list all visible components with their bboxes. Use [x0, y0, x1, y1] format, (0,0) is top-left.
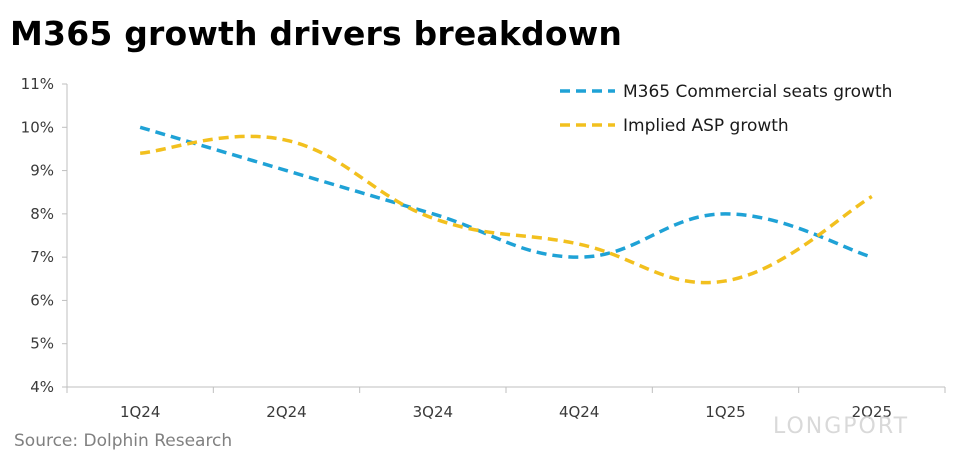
y-tick-label: 11% [21, 75, 54, 93]
series-line-1 [140, 134, 873, 285]
legend: M365 Commercial seats growth Implied ASP … [560, 82, 892, 136]
x-tick-label: 1Q25 [705, 403, 745, 421]
y-tick-label: 8% [30, 205, 54, 223]
chart-title: M365 growth drivers breakdown [10, 14, 623, 53]
legend-label-0: M365 Commercial seats growth [623, 82, 892, 102]
series-lines [139, 125, 873, 285]
y-tick-label: 10% [21, 118, 54, 136]
y-tick-label: 9% [30, 162, 54, 180]
x-tick-label: 1Q24 [120, 403, 160, 421]
y-tick-label: 6% [30, 291, 54, 309]
x-tick-label: 3Q24 [413, 403, 453, 421]
legend-label-1: Implied ASP growth [623, 116, 789, 136]
watermark-logo: LONGPORT [773, 414, 910, 439]
y-tick-label: 7% [30, 248, 54, 266]
x-tick-label: 2Q24 [266, 403, 306, 421]
source-note: Source: Dolphin Research [14, 431, 233, 451]
x-tick-label: 2Q25 [852, 403, 892, 421]
y-tick-label: 5% [30, 335, 54, 353]
x-tick-label: 4Q24 [559, 403, 599, 421]
y-tick-label: 4% [30, 378, 54, 396]
x-axis-ticks: 1Q24 2Q24 3Q24 4Q24 1Q25 2Q25 [66, 387, 946, 421]
y-axis-ticks: 4% 5% 6% 7% 8% 9% 10% 11% [21, 75, 67, 396]
series-line-0 [139, 125, 873, 259]
